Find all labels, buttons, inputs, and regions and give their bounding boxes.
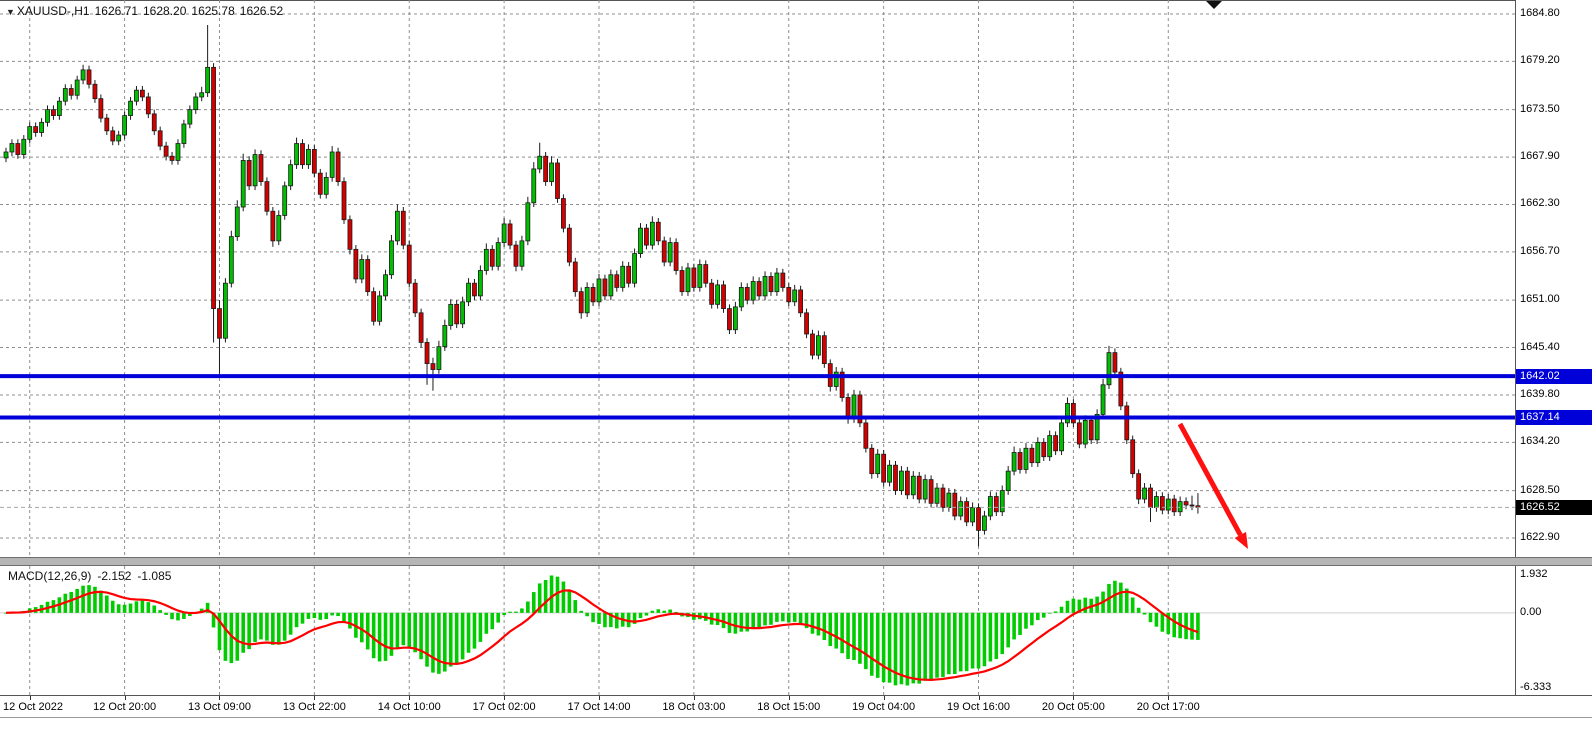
macd-signal-line [5, 589, 1199, 681]
time-axis-tick [883, 696, 885, 700]
time-axis-label: 18 Oct 15:00 [757, 701, 821, 713]
time-axis-tick [1073, 696, 1075, 700]
macd-signal-value: -1.085 [137, 569, 172, 583]
hline-price-badge: 1642.02 [1516, 368, 1592, 384]
time-axis-tick [504, 696, 506, 700]
price-axis-label: 1667.90 [1520, 150, 1560, 163]
price-chart-panel[interactable]: ▼ XAUUSD-,H1 1626.71 1628.20 1625.78 1626.52 [0, 0, 1515, 557]
time-axis-tick [1168, 696, 1170, 700]
time-axis-tick [29, 696, 31, 700]
ohlc-low: 1625.78 [191, 4, 235, 18]
price-axis-label: 1628.50 [1520, 483, 1560, 496]
time-axis-tick [978, 696, 980, 700]
price-chart-canvas[interactable] [0, 0, 1515, 557]
symbol-ohlc-label: ▼ XAUUSD-,H1 1626.71 1628.20 1625.78 1626.52 [6, 4, 288, 18]
price-axis-label: 1645.40 [1520, 340, 1560, 353]
time-axis-tick [409, 696, 411, 700]
window-top-border [0, 0, 1592, 1]
price-axis-label: 1684.80 [1520, 7, 1560, 19]
time-axis-label: 17 Oct 02:00 [472, 701, 536, 713]
time-axis-label: 19 Oct 16:00 [947, 701, 1011, 713]
hline-price-badge: 1637.14 [1516, 409, 1592, 425]
price-axis-label: 1639.80 [1520, 387, 1560, 400]
time-axis-tick [314, 696, 316, 700]
time-axis-label: 13 Oct 09:00 [187, 701, 251, 713]
time-axis-label: 12 Oct 20:00 [93, 701, 157, 713]
time-axis-label: 17 Oct 14:00 [567, 701, 631, 713]
time-axis-label: 14 Oct 10:00 [377, 701, 441, 713]
ohlc-high: 1628.20 [143, 4, 187, 18]
macd-name: MACD(12,26,9) [8, 569, 92, 583]
macd-axis-label: 1.932 [1520, 568, 1548, 580]
vertical-grid [29, 0, 1169, 557]
macd-canvas[interactable] [0, 566, 1515, 695]
price-axis-label: 1673.50 [1520, 102, 1560, 115]
time-axis-tick [599, 696, 600, 700]
panel-divider[interactable] [0, 557, 1592, 566]
chart-shift-marker[interactable] [1206, 1, 1222, 9]
price-axis-label: 1662.30 [1520, 197, 1560, 210]
price-axis-label: 1656.70 [1520, 244, 1560, 257]
time-axis-tick [788, 696, 790, 700]
macd-histogram [4, 575, 1200, 686]
candles-layer [3, 25, 1201, 547]
time-axis-label: 20 Oct 05:00 [1041, 701, 1105, 713]
time-axis-tick [124, 696, 126, 700]
macd-indicator-label: MACD(12,26,9) -2.152 -1.085 [8, 569, 177, 583]
time-axis-label: 12 Oct 2022 [3, 701, 63, 713]
time-axis-label: 13 Oct 22:00 [282, 701, 346, 713]
ohlc-close: 1626.52 [239, 4, 284, 18]
symbol-timeframe: XAUUSD-,H1 [16, 4, 90, 18]
time-axis-label: 18 Oct 03:00 [662, 701, 726, 713]
price-axis-label: 1651.00 [1520, 293, 1560, 306]
time-axis-label: 20 Oct 17:00 [1136, 701, 1200, 713]
ohlc-open: 1626.71 [94, 4, 138, 18]
trend-arrow[interactable] [1177, 422, 1248, 549]
macd-axis-label: -6.333 [1520, 681, 1552, 693]
current-price-badge: 1626.52 [1516, 499, 1592, 515]
chevron-down-icon[interactable]: ▼ [6, 7, 15, 17]
price-axis-label: 1634.20 [1520, 435, 1560, 448]
time-axis-tick [219, 696, 221, 700]
time-axis[interactable]: 12 Oct 2022 12 Oct 20:00 13 Oct 09:00 13 Oc… [0, 695, 1592, 718]
macd-axis-label: 0.00 [1520, 605, 1542, 618]
price-axis-label: 1679.20 [1520, 54, 1560, 67]
horizontal-grid [0, 13, 1515, 539]
price-axis[interactable]: 1684.80 1679.20 1673.50 1667.90 1662.30 1656.… [1515, 0, 1592, 695]
time-axis-tick [693, 696, 695, 700]
price-axis-label: 1622.90 [1520, 531, 1560, 543]
macd-main-value: -2.152 [97, 569, 132, 583]
macd-panel[interactable]: MACD(12,26,9) -2.152 -1.085 [0, 566, 1515, 695]
time-axis-label: 19 Oct 04:00 [852, 701, 916, 713]
